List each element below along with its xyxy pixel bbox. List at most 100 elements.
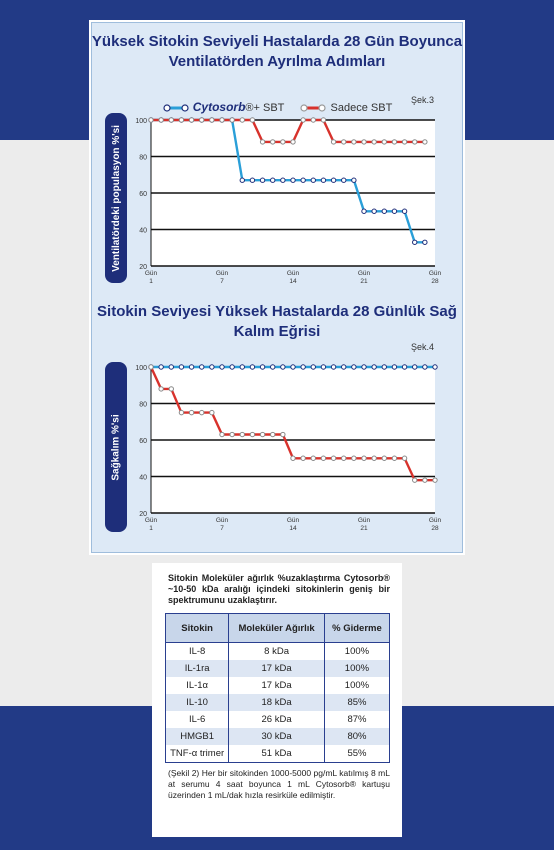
data-point [239,117,245,123]
cell-removal: 87% [323,711,391,728]
data-point [259,431,266,438]
table-row: IL-6 26 kDa 87% [164,711,391,728]
data-point [412,364,418,370]
data-point [391,139,398,145]
cell-weight: 17 kDa [228,660,325,677]
data-point [270,139,276,145]
table-intro: Sitokin Moleküler ağırlık %uzaklaştırma … [168,573,390,605]
cell-sitokin: HMGB1 [164,728,230,745]
data-point [401,455,408,461]
y-tick-label: 100 [135,365,147,372]
data-point [290,177,296,183]
data-point [239,431,245,438]
data-point [280,177,286,183]
data-point [158,386,164,392]
cell-sitokin: TNF-α trimer [164,745,230,763]
data-point [412,477,418,483]
data-point [401,139,408,145]
legend-cytosorb-brand: Cytosorb [192,100,246,114]
table-note: (Şekil 2) Her bir sitokinden 1000-5000 p… [168,768,390,800]
chart2-ylabel: Sağkalım %'si [110,413,122,481]
data-point [422,364,428,370]
data-point [168,364,174,370]
cell-weight: 30 kDa [228,728,325,745]
cell-weight: 18 kDa [228,694,325,711]
data-point [270,431,276,438]
data-point [432,364,438,370]
data-point [412,139,418,145]
data-point [300,364,306,370]
cell-removal: 80% [323,728,391,745]
data-point [249,431,256,438]
data-point [401,208,408,214]
data-point [371,455,377,461]
data-point [239,364,245,370]
header-giderme: % Giderme [323,613,391,643]
data-point [351,139,357,145]
data-point [188,409,195,416]
data-point [158,364,164,370]
data-point [290,455,296,461]
data-point [320,455,327,461]
data-point [310,117,316,123]
data-point [148,117,154,123]
table-row: IL-1α 17 kDa 100% [164,677,391,694]
data-point [199,364,205,370]
data-point [290,364,296,370]
cell-sitokin: IL-10 [164,694,230,711]
chart1-ylabel-box: Ventilatördeki populasyon %'si [105,113,127,283]
data-point [188,117,195,123]
y-tick-label: 80 [139,402,147,409]
data-point [330,139,337,145]
data-point [361,364,367,370]
cell-removal: 100% [323,677,391,694]
chart2-title: Sitokin Seviyesi Yüksek Hastalarda 28 Gü… [97,303,457,340]
data-point [391,364,398,370]
data-point [391,455,398,461]
data-point [361,208,367,214]
data-point [341,455,347,461]
table-header-row: Sitokin Moleküler Ağırlık % Giderme [164,613,391,643]
data-point [341,139,347,145]
data-point [249,117,256,123]
data-point [341,364,347,370]
cell-sitokin: IL-8 [164,642,230,660]
data-point [229,117,235,123]
data-point [341,177,347,183]
data-point [188,364,195,370]
data-point [422,477,428,483]
table-row: IL-10 18 kDa 85% [164,694,391,711]
data-point [320,364,327,370]
data-point [219,364,225,370]
cell-weight: 17 kDa [228,677,325,694]
y-tick-label: 20 [139,264,147,271]
legend-cytosorb-suffix: ®+ SBT [245,102,285,114]
chart2-figure-label: Şek.4 [411,342,435,352]
data-point [310,177,316,183]
data-point [229,364,235,370]
charts-panel: Yüksek Sitokin Seviyeli Hastalarda 28 Gü… [89,20,465,555]
y-tick-label: 100 [135,118,147,125]
chart1-title: Yüksek Sitokin Seviyeli Hastalarda 28 Gü… [91,33,463,70]
data-point [320,177,327,183]
data-point [239,177,245,183]
y-tick-label: 20 [139,511,147,518]
cell-sitokin: IL-1α [164,677,230,694]
data-point [310,364,316,370]
chart-legend: Cytosorb®+ SBT Sadece SBT [89,100,465,114]
data-point [178,409,185,416]
x-tick-label: Gün 21 [358,270,371,285]
cell-removal: 100% [323,660,391,677]
chart1-plot: 20 40 60 80 100 Gün 1 Gün 7 Gün 14 Gün 21 Gün 28 [135,117,442,285]
y-tick-label: 60 [139,191,147,198]
x-tick-label: Gün 1 [145,270,158,285]
data-point [330,364,337,370]
data-point [158,117,164,123]
data-point [401,364,408,370]
data-point [270,177,276,183]
data-point [280,364,286,370]
chart1-ylabel: Ventilatördeki populasyon %'si [110,124,122,272]
table-row: IL-1ra 17 kDa 100% [164,660,391,677]
data-point [209,117,215,123]
data-point [259,177,266,183]
